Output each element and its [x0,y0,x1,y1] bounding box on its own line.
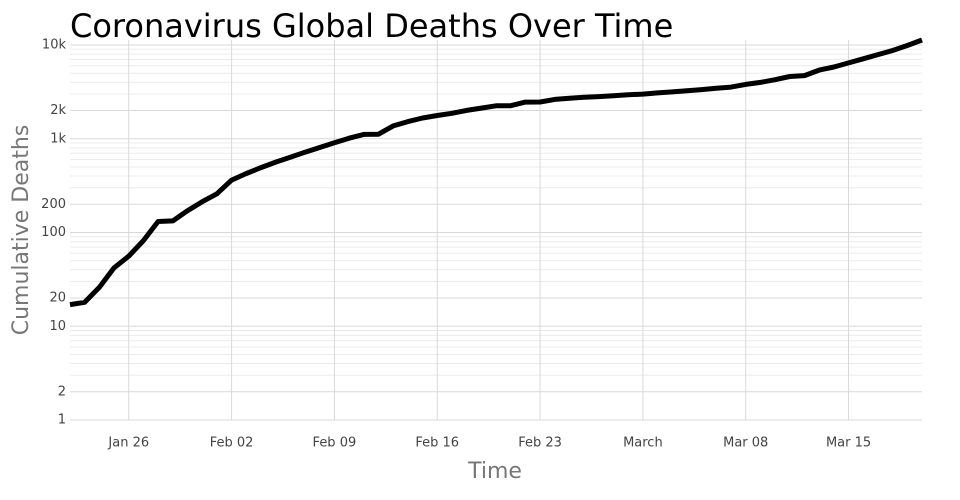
data-line [69,37,923,308]
x-tick-label: Jan 26 [107,436,149,451]
y-tick-label: 1 [58,413,66,428]
x-tick-label: Feb 23 [518,436,562,451]
x-tick-label: Mar 15 [826,436,871,451]
y-tick-label: 1k [50,131,66,146]
y-tick-label: 200 [41,197,66,212]
y-tick-label: 20 [49,291,66,306]
y-tick-label: 10 [49,319,66,334]
chart-title: Coronavirus Global Deaths Over Time [70,7,673,45]
x-tick-label: March [623,436,663,451]
y-axis-title: Cumulative Deaths [9,125,34,336]
x-tick-label: Feb 09 [313,436,357,451]
y-tick-label: 2 [58,384,66,399]
x-tick-label: Mar 08 [723,436,768,451]
y-tick-label: 10k [42,38,67,53]
y-tick-label: 2k [50,103,66,118]
x-tick-label: Feb 02 [210,436,254,451]
y-tick-label: 100 [41,225,66,240]
x-tick-label: Feb 16 [415,436,459,451]
x-axis-title: Time [467,459,522,484]
